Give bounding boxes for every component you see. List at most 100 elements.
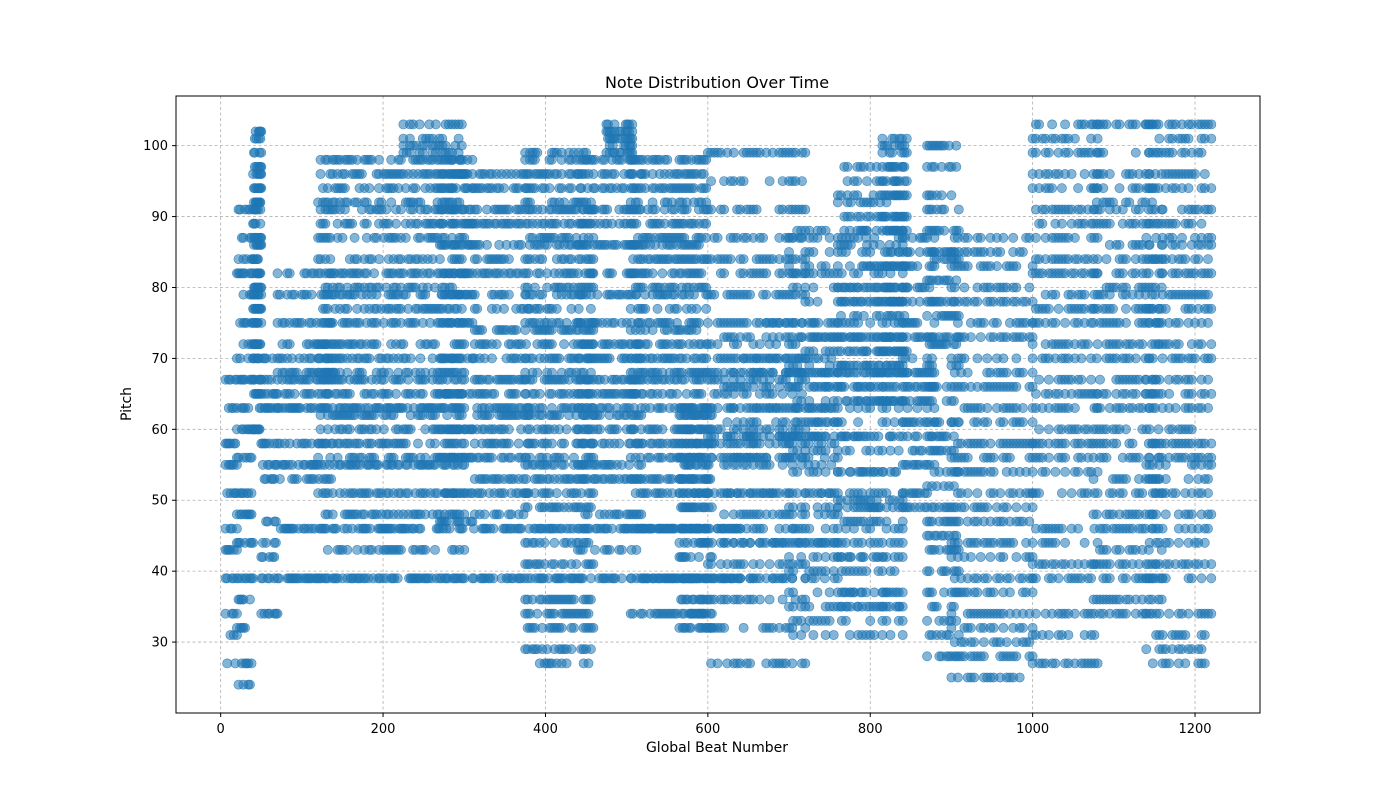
data-point [707,205,716,214]
data-point [898,630,907,639]
data-point [866,446,875,455]
data-point [273,609,282,618]
data-point [710,290,719,299]
data-points [221,120,1216,689]
data-point [788,659,797,668]
data-point [316,169,325,178]
data-point [533,148,542,157]
data-point [894,446,903,455]
data-point [797,630,806,639]
data-point [340,184,349,193]
data-point [523,503,532,512]
data-point [257,184,266,193]
data-point [874,432,883,441]
data-point [328,510,337,519]
data-point [762,290,771,299]
data-point [641,304,650,313]
data-point [765,177,774,186]
data-point [629,425,638,434]
data-point [809,382,818,391]
data-point [512,389,521,398]
data-point [399,340,408,349]
data-point [255,425,264,434]
data-point [742,354,751,363]
data-point [569,595,578,604]
data-point [290,389,299,398]
data-point [821,467,830,476]
data-point [653,304,662,313]
data-point [784,552,793,561]
data-point [720,623,729,632]
data-point [562,659,571,668]
data-point [752,205,761,214]
data-point [480,510,489,519]
data-point [637,510,646,519]
data-point [525,453,534,462]
data-point [391,219,400,228]
data-point [406,425,415,434]
data-point [789,524,798,533]
data-point [633,198,642,207]
data-point [245,595,254,604]
data-point [517,240,526,249]
data-point [550,538,559,547]
data-point [723,418,732,427]
data-point [784,489,793,498]
data-point [583,510,592,519]
data-point [658,269,667,278]
data-point [752,418,761,427]
data-point [560,439,569,448]
data-point [720,538,729,547]
data-point [736,574,745,583]
data-point [898,538,907,547]
data-point [825,503,834,512]
data-point [672,318,681,327]
data-point [411,184,420,193]
data-point [256,340,265,349]
data-point [605,545,614,554]
data-point [270,552,279,561]
data-point [256,198,265,207]
data-point [586,595,595,604]
data-point [898,616,907,625]
data-point [514,439,523,448]
data-point [882,616,891,625]
data-point [512,325,521,334]
data-point [442,517,451,526]
data-point [729,432,738,441]
data-point [739,255,748,264]
data-point [805,524,814,533]
data-point [530,283,539,292]
data-point [247,453,256,462]
data-point [746,538,755,547]
data-point [307,290,316,299]
data-point [845,446,854,455]
data-point [572,560,581,569]
data-point [413,439,422,448]
data-point [521,340,530,349]
data-point [552,489,561,498]
data-point [492,340,501,349]
data-point [343,304,352,313]
data-point [707,538,716,547]
data-point [805,396,814,405]
data-point [257,283,266,292]
data-point [658,425,667,434]
data-point [377,198,386,207]
data-point [643,340,652,349]
data-point [545,184,554,193]
data-point [487,354,496,363]
data-point [789,567,798,576]
data-point [755,574,764,583]
data-point [416,524,425,533]
data-point [379,425,388,434]
data-point [343,545,352,554]
data-point [247,489,256,498]
data-point [720,205,729,214]
data-point [470,290,479,299]
data-point [765,382,774,391]
data-point [457,411,466,420]
data-point [504,439,513,448]
data-point [749,432,758,441]
data-point [535,389,544,398]
